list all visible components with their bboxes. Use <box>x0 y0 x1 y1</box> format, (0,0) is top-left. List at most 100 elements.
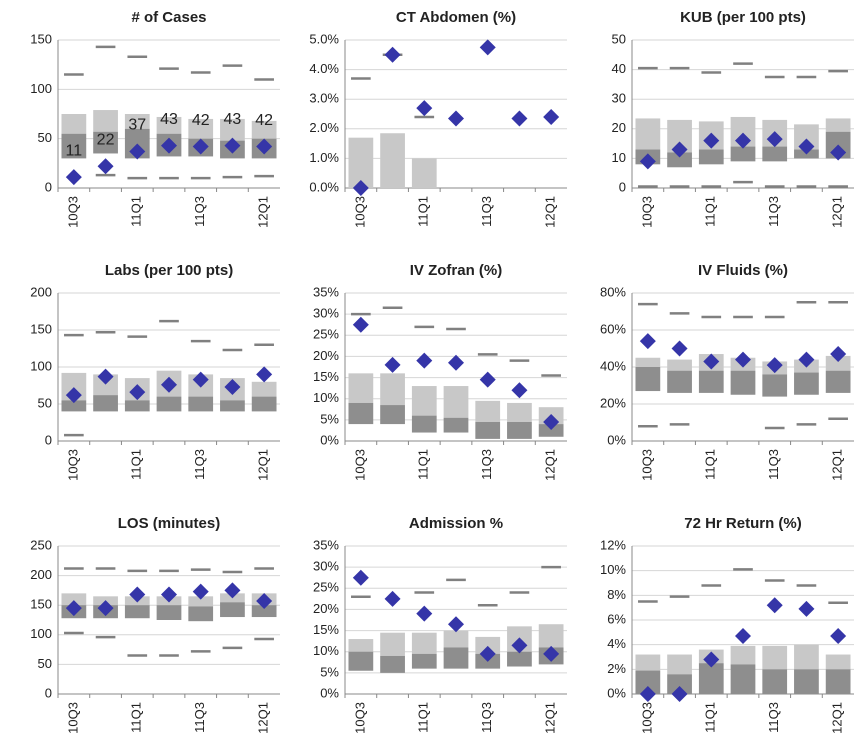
x-tick-label: 11Q1 <box>416 702 431 733</box>
x-tick-label: 12Q1 <box>256 196 271 228</box>
upper-box <box>124 114 150 129</box>
diamond-marker <box>639 333 656 350</box>
lower-box <box>348 402 374 425</box>
y-tick-label: 150 <box>30 31 52 46</box>
lower-box <box>93 131 118 154</box>
lower-box <box>825 669 851 694</box>
diamond-marker <box>479 371 496 388</box>
lower-box <box>698 149 724 165</box>
upper-box <box>348 639 374 652</box>
chart-title: IV Zofran (%) <box>410 262 503 279</box>
y-tick-label: 8% <box>607 587 626 602</box>
y-tick-label: 1.0% <box>309 150 339 165</box>
diamond-marker <box>671 141 688 158</box>
diamond-marker <box>798 138 815 155</box>
upper-box <box>825 654 851 670</box>
diamond-marker <box>192 583 209 600</box>
y-tick-label: 4% <box>607 636 626 651</box>
upper-box <box>61 593 87 606</box>
x-tick-label: 11Q3 <box>192 196 207 227</box>
x-tick-label: 11Q1 <box>703 449 718 480</box>
y-tick-label: 20% <box>313 348 339 363</box>
lower-box <box>762 669 788 694</box>
diamond-marker <box>703 651 720 668</box>
y-tick-label: 30 <box>612 91 626 106</box>
lower-box <box>698 370 724 393</box>
lower-box <box>156 605 182 620</box>
diamond-marker <box>671 340 688 357</box>
x-tick-label: 11Q3 <box>192 702 207 733</box>
diamond-marker <box>830 628 847 645</box>
y-tick-label: 10% <box>313 643 339 658</box>
diamond-marker <box>766 597 783 614</box>
chart-title: CT Abdomen (%) <box>396 9 516 26</box>
lower-box <box>667 152 692 168</box>
upper-box <box>93 110 118 132</box>
value-label: 43 <box>160 111 178 128</box>
chart-title: Admission % <box>409 515 503 532</box>
diamond-marker <box>161 137 177 154</box>
diamond-marker <box>511 637 528 654</box>
lower-box <box>156 396 182 412</box>
diamond-marker <box>224 137 241 154</box>
y-tick-label: 0% <box>320 685 339 700</box>
y-tick-label: 20% <box>313 601 339 616</box>
diamond-marker <box>448 616 464 633</box>
lower-box <box>794 669 819 694</box>
y-tick-label: 35% <box>313 284 339 299</box>
x-tick-label: 11Q3 <box>766 702 781 733</box>
x-tick-label: 11Q3 <box>192 449 207 480</box>
upper-box <box>475 400 501 422</box>
diamond-marker <box>256 138 273 155</box>
chart-title: IV Fluids (%) <box>698 262 788 279</box>
upper-box <box>348 373 374 403</box>
upper-box <box>475 636 501 654</box>
diamond-marker <box>511 110 528 127</box>
y-tick-label: 25% <box>313 327 339 342</box>
lower-box <box>251 396 277 412</box>
y-tick-label: 60% <box>600 321 626 336</box>
y-tick-label: 25% <box>313 580 339 595</box>
upper-box <box>380 133 405 188</box>
y-tick-label: 200 <box>30 284 52 299</box>
y-tick-label: 15% <box>313 622 339 637</box>
y-tick-label: 5% <box>320 411 339 426</box>
chart-title: # of Cases <box>131 9 206 26</box>
lower-box <box>667 370 692 393</box>
y-tick-label: 12% <box>600 537 626 552</box>
x-tick-label: 10Q3 <box>352 449 367 481</box>
diamond-marker <box>639 686 656 702</box>
diamond-marker <box>479 645 496 662</box>
lower-box <box>538 424 564 437</box>
diamond-marker <box>256 593 273 610</box>
x-tick-label: 10Q3 <box>639 702 654 734</box>
diamond-marker <box>97 600 114 617</box>
y-tick-label: 10% <box>313 390 339 405</box>
y-tick-label: 30% <box>313 559 339 574</box>
lower-box <box>507 651 532 667</box>
x-tick-label: 11Q1 <box>129 702 144 733</box>
y-tick-label: 35% <box>313 537 339 552</box>
x-tick-label: 12Q1 <box>543 196 558 228</box>
diamond-marker <box>161 586 177 603</box>
upper-box <box>538 624 564 648</box>
diamond-marker <box>384 356 401 373</box>
y-tick-label: 40% <box>600 358 626 373</box>
diamond-marker <box>352 180 369 196</box>
diamond-marker <box>97 158 114 175</box>
lower-box <box>635 670 661 694</box>
x-tick-label: 10Q3 <box>352 702 367 734</box>
y-tick-label: 10 <box>612 150 626 165</box>
value-label: 37 <box>128 117 146 134</box>
y-tick-label: 5% <box>320 664 339 679</box>
y-tick-label: 10% <box>600 562 626 577</box>
upper-box <box>443 630 469 648</box>
upper-box <box>411 158 437 188</box>
y-tick-label: 0 <box>45 685 52 700</box>
y-tick-label: 50 <box>38 656 52 671</box>
y-tick-label: 250 <box>30 537 52 552</box>
y-tick-label: 80% <box>600 284 626 299</box>
lower-box <box>93 395 118 412</box>
y-tick-label: 15% <box>313 369 339 384</box>
diamond-marker <box>65 387 82 404</box>
